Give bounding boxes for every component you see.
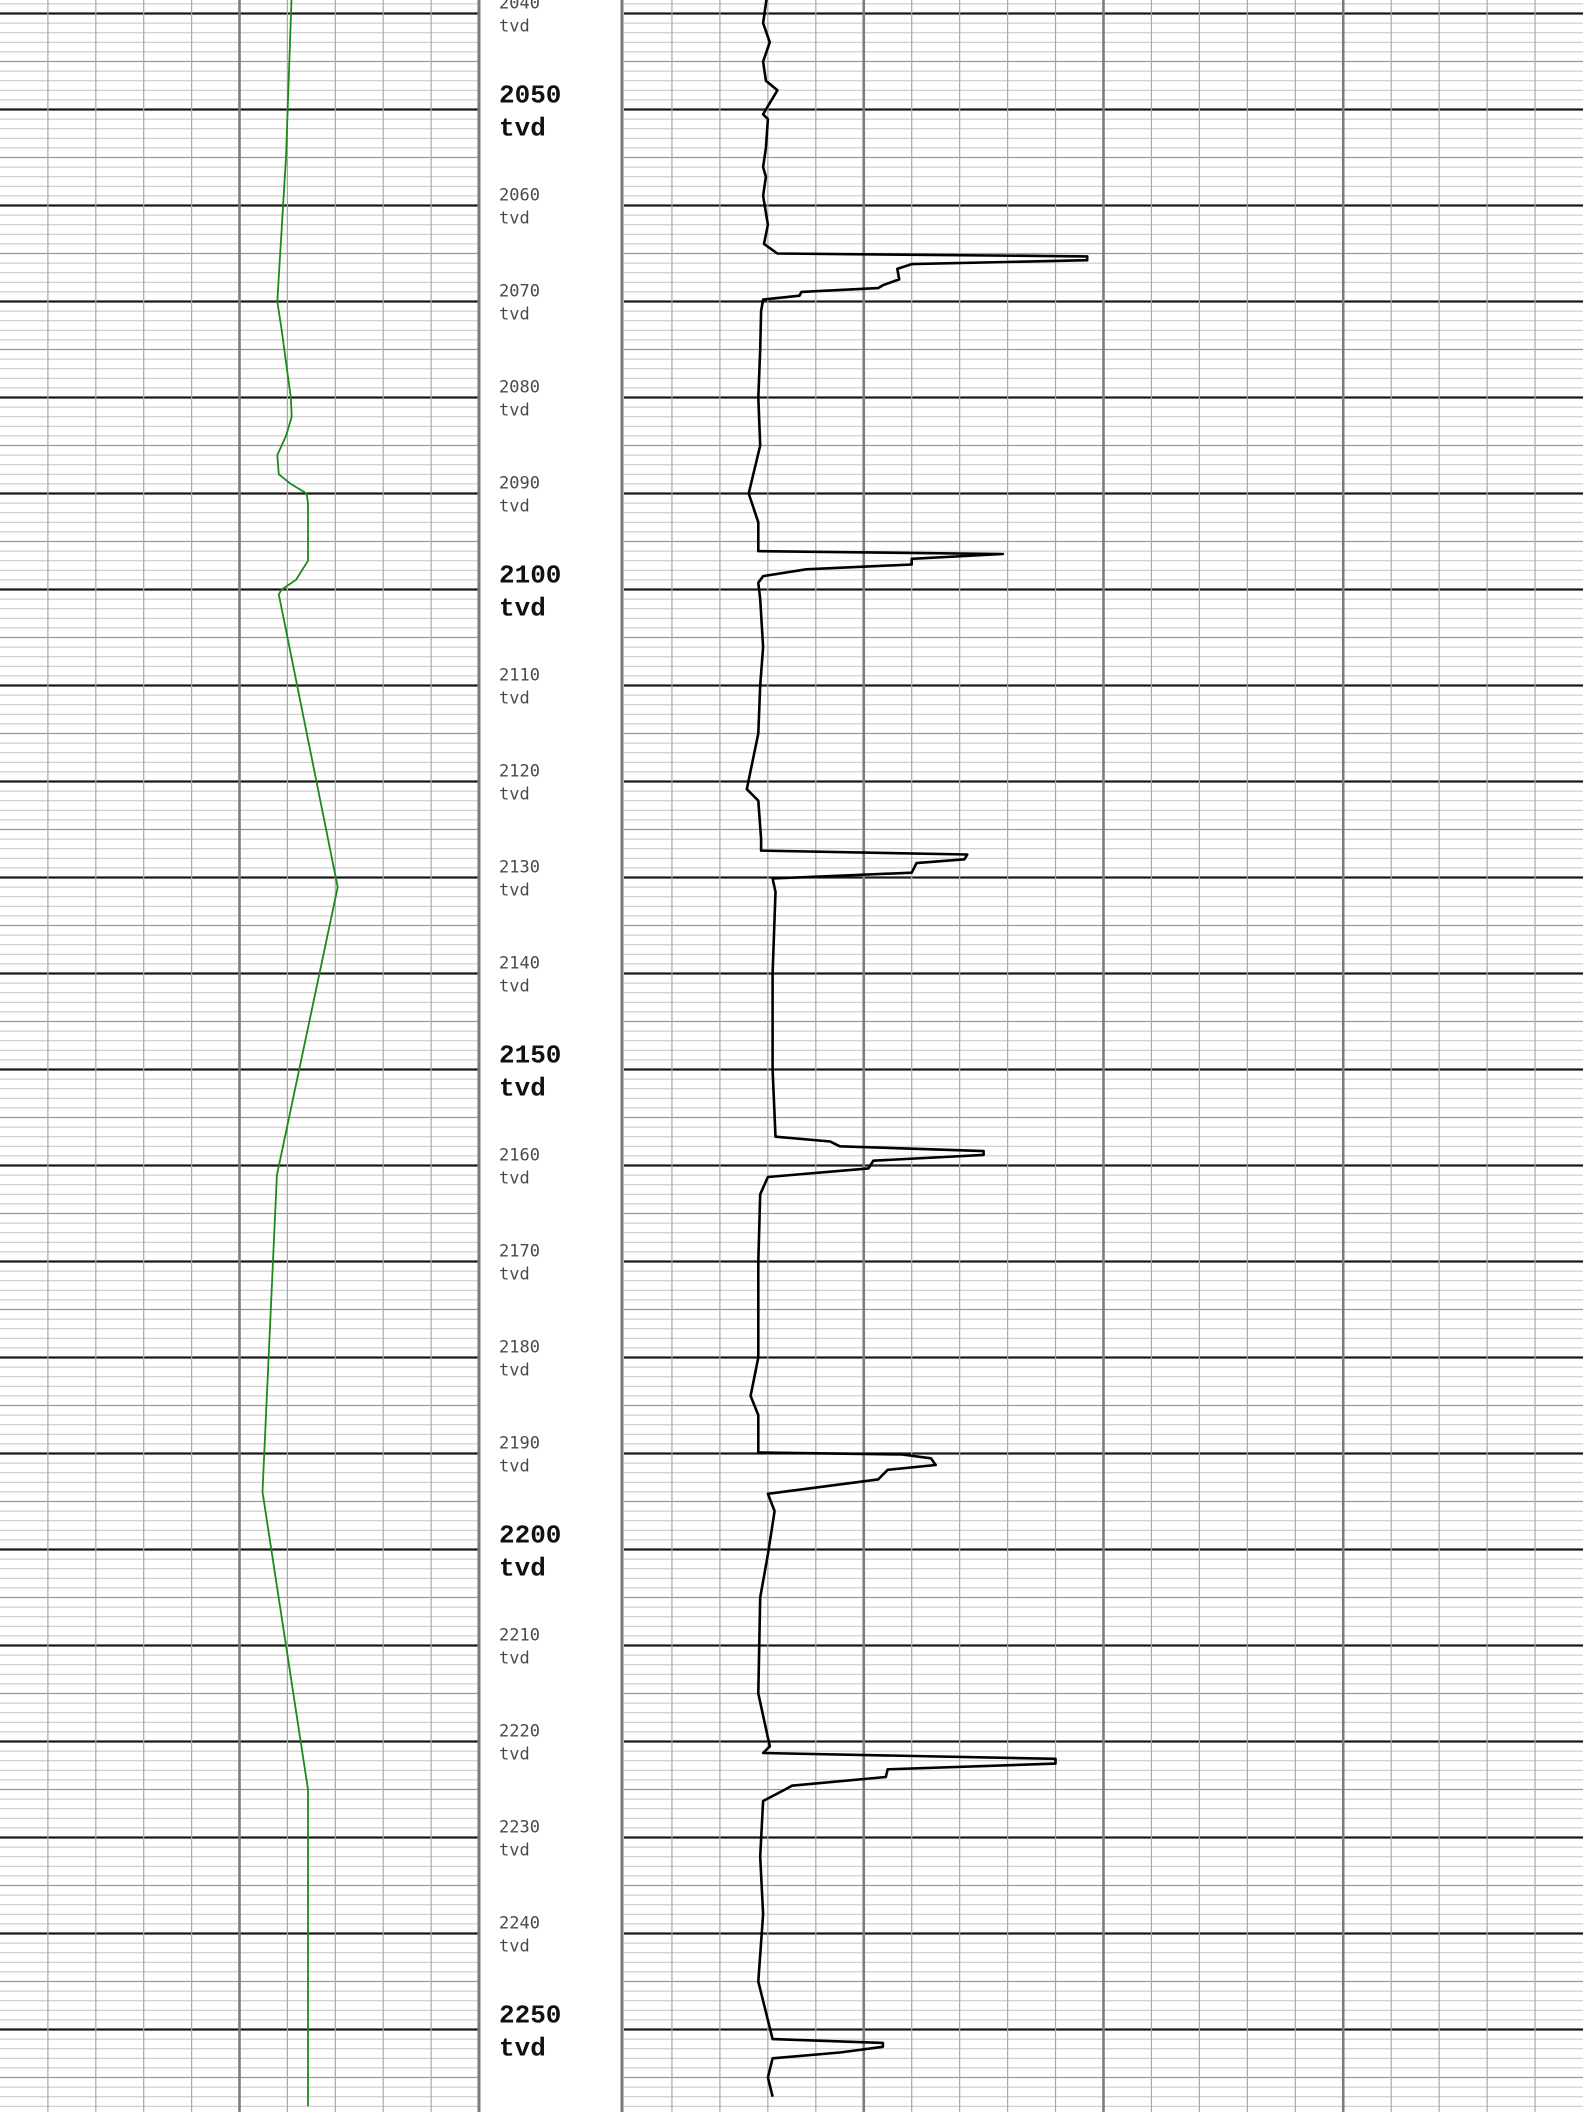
depth-label-unit: tvd <box>499 594 546 624</box>
depth-label-value: 2060 <box>499 186 540 206</box>
depth-label-unit: tvd <box>499 1169 530 1189</box>
depth-label-unit: tvd <box>499 785 530 805</box>
depth-label-unit: tvd <box>499 1361 530 1381</box>
depth-label-unit: tvd <box>499 689 530 709</box>
right-track-series <box>745 0 1089 2098</box>
depth-label-value: 2140 <box>499 954 540 974</box>
depth-label-value: 2130 <box>499 858 540 878</box>
depth-label-unit: tvd <box>499 977 530 997</box>
depth-label-value: 2230 <box>499 1818 540 1838</box>
right-track-curve <box>745 0 1089 2098</box>
depth-label-value: 2170 <box>499 1242 540 1262</box>
left-track <box>0 0 479 2112</box>
depth-label-unit: tvd <box>499 1457 530 1477</box>
depth-label-value: 2040 <box>499 0 540 14</box>
depth-label-value: 2110 <box>499 666 540 686</box>
depth-label-value: 2160 <box>499 1146 540 1166</box>
depth-label-unit: tvd <box>499 1265 530 1285</box>
right-track <box>624 0 1583 2112</box>
depth-label-value: 2250 <box>499 2001 561 2031</box>
depth-label-unit: tvd <box>499 497 530 517</box>
depth-track: 2040tvd2050tvd2060tvd2070tvd2080tvd2090t… <box>477 0 624 2112</box>
depth-labels: 2040tvd2050tvd2060tvd2070tvd2080tvd2090t… <box>499 0 561 2064</box>
depth-label-unit: tvd <box>499 1937 530 1957</box>
depth-label-unit: tvd <box>499 209 530 229</box>
depth-label-value: 2180 <box>499 1338 540 1358</box>
depth-label-value: 2050 <box>499 81 561 111</box>
left-track-series <box>261 0 339 2107</box>
depth-label-value: 2090 <box>499 474 540 494</box>
depth-label-value: 2190 <box>499 1434 540 1454</box>
depth-label-value: 2080 <box>499 378 540 398</box>
depth-label-value: 2150 <box>499 1041 561 1071</box>
depth-label-unit: tvd <box>499 1649 530 1669</box>
depth-label-value: 2220 <box>499 1722 540 1742</box>
depth-label-value: 2120 <box>499 762 540 782</box>
depth-label-value: 2070 <box>499 282 540 302</box>
depth-label-unit: tvd <box>499 401 530 421</box>
left-track-curve <box>261 0 339 2107</box>
depth-label-value: 2240 <box>499 1914 540 1934</box>
right-track-grid <box>624 0 1583 2112</box>
depth-label-unit: tvd <box>499 114 546 144</box>
depth-label-unit: tvd <box>499 881 530 901</box>
depth-label-value: 2100 <box>499 561 561 591</box>
depth-label-unit: tvd <box>499 17 530 37</box>
depth-label-unit: tvd <box>499 305 530 325</box>
depth-label-value: 2210 <box>499 1626 540 1646</box>
depth-label-unit: tvd <box>499 1745 530 1765</box>
depth-label-unit: tvd <box>499 1554 546 1584</box>
depth-label-unit: tvd <box>499 2034 546 2064</box>
depth-label-value: 2200 <box>499 1521 561 1551</box>
depth-label-unit: tvd <box>499 1074 546 1104</box>
depth-label-unit: tvd <box>499 1841 530 1861</box>
left-track-grid <box>0 0 479 2112</box>
